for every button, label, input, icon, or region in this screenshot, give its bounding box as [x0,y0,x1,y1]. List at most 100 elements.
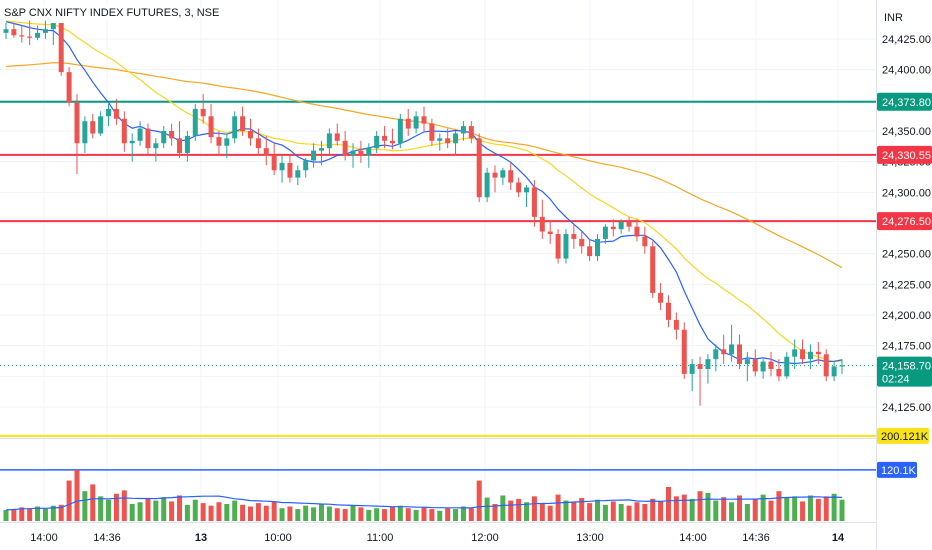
candle [595,234,601,262]
candle-body [752,359,758,372]
candle-body [807,351,813,360]
candle [232,111,238,144]
candle-body [389,140,395,144]
candle-body [531,187,537,217]
candle [129,133,135,162]
volume-bar [224,503,230,521]
volume-bar [129,503,135,521]
candle [19,25,25,43]
tag-volume-yellow[interactable]: 200.121K [877,427,929,444]
candle-body [445,138,451,144]
candle-body [137,128,143,141]
volume-bar [831,493,837,521]
title-backdrop [0,4,170,20]
candle [618,219,624,235]
volume-bar [736,495,742,521]
candle-body [484,172,490,198]
candle [413,111,419,134]
volume-bar [610,501,616,521]
volume-bar [82,491,88,521]
volume-bar [326,506,332,521]
volume-bar [184,504,190,521]
volume-bar [334,508,340,521]
candle [153,138,159,162]
volume-bar [50,505,56,521]
candle-body [784,356,790,377]
price-tick-label: 24,175.00 [882,341,931,353]
candle-body [413,116,419,129]
volume-bar [453,509,459,521]
candle-body [169,131,175,139]
price-tick-label: 24,200.00 [882,310,931,322]
candle-body [839,365,845,367]
candle [524,184,530,208]
candle [366,143,372,168]
tag-volume-blue[interactable]: 120.1K [877,461,917,478]
candle [169,123,175,146]
volume-bar [468,508,474,521]
candle [82,116,88,154]
volume-bar [634,502,640,521]
candle-body [247,131,253,139]
time-axis[interactable]: 14:00 14:36 13 10:00 11:00 12:00 13:00 14:00 14:… [30,532,845,544]
volume-bar [579,498,585,521]
candle [823,349,829,382]
volume-bar [460,506,466,521]
currency-label[interactable]: INR [884,12,903,24]
volume-bar [161,497,167,521]
candle-body [429,123,435,141]
volume-bar [531,496,537,521]
volume-bar [200,503,206,521]
volume-bar [311,507,317,521]
candle-body [74,102,80,144]
candle-body [713,349,719,360]
candle-body [555,234,561,259]
volume-bar [42,508,48,521]
tag-level-red-upper-text: 24,330.55 [882,150,931,162]
candle [516,177,522,198]
volume-bar [784,498,790,521]
candle-body [66,72,72,103]
candle [3,23,9,39]
price-tick-label: 24,225.00 [882,279,931,291]
volume-bars [3,469,845,521]
candle [642,226,648,254]
volume-bar [571,501,577,521]
candle [303,157,309,178]
candle [318,140,324,166]
candle-body [618,221,624,230]
candle [437,133,443,151]
candle-body [744,359,750,365]
candle [492,165,498,193]
candle [295,165,301,185]
volume-bar [145,498,151,521]
volume-bar [421,507,427,521]
candle [500,167,506,185]
volume-bar [823,496,829,521]
volume-bar [729,502,735,521]
candle-body [634,226,640,237]
candle-body [405,118,411,129]
chart-title[interactable]: S&P CNX NIFTY INDEX FUTURES, 3, NSE [4,7,219,19]
candle [42,20,48,39]
volume-bar [697,491,703,521]
tag-level-green[interactable]: 24,373.80 [877,92,932,111]
candle-body [792,349,798,357]
tag-last-price[interactable]: 24,158.70 02:24 [877,356,932,387]
candle [358,140,364,163]
volume-bar [192,499,198,521]
volume-bar [232,500,238,521]
tag-level-red-lower[interactable]: 24,276.50 [877,212,932,231]
tag-level-red-upper[interactable]: 24,330.55 [877,145,932,164]
candle-body [823,354,829,377]
candle [271,143,277,176]
candles [3,20,845,406]
candle [421,106,427,131]
candle [563,229,569,264]
candle-body [19,35,25,37]
volume-bar [177,495,183,521]
candle-body [815,351,821,355]
last-price-countdown: 02:24 [882,374,910,386]
candle-body [50,23,56,30]
